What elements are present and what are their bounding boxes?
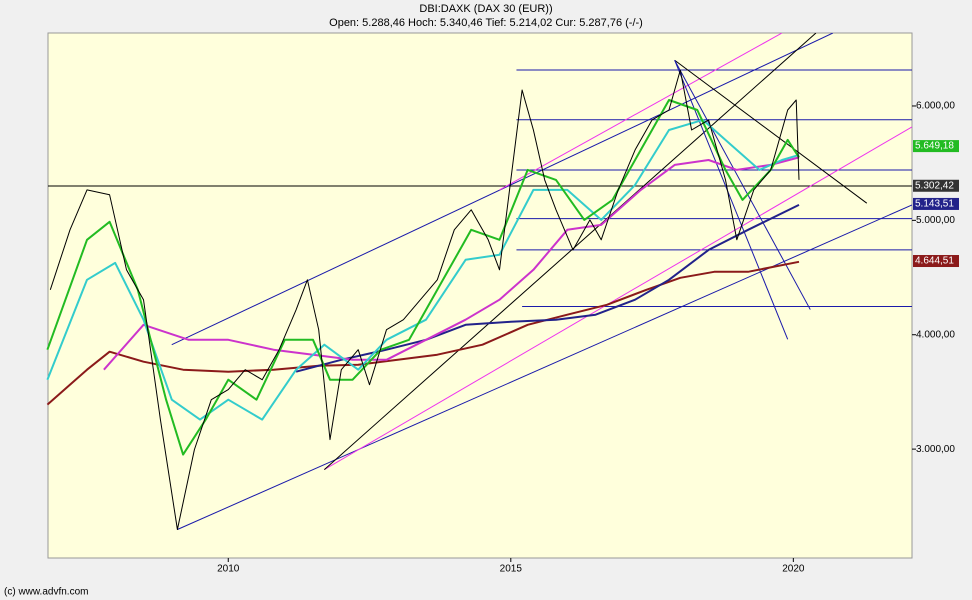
price-label-box xyxy=(913,179,959,192)
price-label: 4.644,51 xyxy=(915,256,954,267)
x-tick-label: 2010 xyxy=(217,564,240,575)
trendline xyxy=(323,33,817,470)
x-tick-label: 2020 xyxy=(782,564,805,575)
series-line xyxy=(49,69,800,530)
trendline xyxy=(674,59,811,310)
trendline xyxy=(177,204,912,530)
price-label-box xyxy=(913,197,959,210)
trendline xyxy=(674,59,868,204)
trendline xyxy=(499,33,783,191)
series-line xyxy=(103,156,800,371)
plot-area xyxy=(47,32,913,559)
series-line xyxy=(46,99,800,456)
series-line xyxy=(295,204,800,373)
footer: (c) www.advfn.com xyxy=(4,587,88,598)
y-tick-label: 6.000,00 xyxy=(916,101,955,112)
price-label-box xyxy=(913,255,959,268)
series-line xyxy=(46,260,800,406)
price-label: 5.302,42 xyxy=(915,180,954,191)
x-tick-label: 2015 xyxy=(500,564,523,575)
trendline xyxy=(674,60,789,340)
price-label: 5.649,18 xyxy=(915,141,954,152)
y-tick-label: 5.000,00 xyxy=(916,215,955,226)
price-label-box xyxy=(913,140,959,153)
price-label: 5.143,51 xyxy=(915,199,954,210)
trendline xyxy=(324,126,912,471)
y-tick-label: 3.000,00 xyxy=(916,444,955,455)
y-tick-label: 4.000,00 xyxy=(916,329,955,340)
chart-title: DBI:DAXK (DAX 30 (EUR)) xyxy=(419,3,552,15)
chart-subtitle: Open: 5.288,46 Hoch: 5.340,46 Tief: 5.21… xyxy=(329,17,643,29)
